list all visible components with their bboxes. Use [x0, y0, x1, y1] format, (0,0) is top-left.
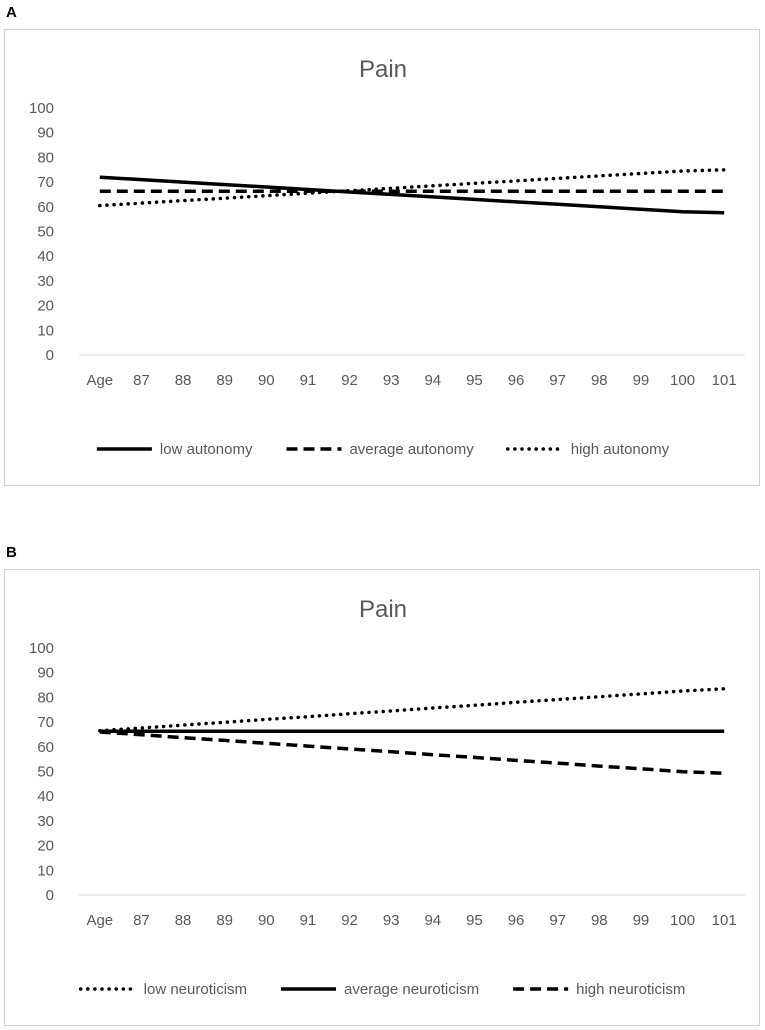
x-tick-label: 99 — [633, 912, 650, 929]
x-tick-label: 93 — [383, 912, 400, 929]
x-tick-label: 90 — [258, 912, 275, 929]
x-tick-label: 87 — [133, 372, 150, 389]
y-tick-label: 30 — [37, 273, 54, 290]
x-tick-label: 100 — [670, 912, 695, 929]
y-tick-label: 100 — [29, 640, 54, 657]
x-tick-label: 96 — [508, 372, 525, 389]
y-tick-label: 40 — [37, 248, 54, 265]
x-tick-label: 99 — [633, 372, 650, 389]
x-tick-label: 90 — [258, 372, 275, 389]
y-tick-label: 100 — [29, 100, 54, 117]
y-tick-label: 80 — [37, 689, 54, 706]
y-tick-label: 90 — [37, 665, 54, 682]
y-tick-label: 50 — [37, 224, 54, 241]
x-tick-label: 92 — [341, 372, 358, 389]
panel-label-b: B — [6, 544, 17, 561]
panel-label-a: A — [6, 4, 17, 21]
x-tick-label: 88 — [175, 912, 192, 929]
chart-title: Pain — [359, 596, 407, 623]
x-tick-label: 89 — [216, 912, 233, 929]
x-tick-label: 94 — [424, 912, 441, 929]
y-tick-label: 50 — [37, 764, 54, 781]
x-tick-label: 89 — [216, 372, 233, 389]
x-tick-label: 88 — [175, 372, 192, 389]
x-tick-label: 96 — [508, 912, 525, 929]
series-line-high-neuroticism — [99, 730, 725, 775]
y-tick-label: 70 — [37, 714, 54, 731]
chart-panel-b: Pain 0 10 20 30 40 50 60 70 80 90 100 Age 87 88 89 90 91 9… — [4, 569, 760, 1026]
y-tick-label: 0 — [46, 347, 54, 364]
y-tick-label: 10 — [37, 322, 54, 339]
x-tick-label: 91 — [300, 372, 317, 389]
x-tick-label: 95 — [466, 912, 483, 929]
y-tick-label: 60 — [37, 199, 54, 216]
series-line-low-neuroticism — [98, 687, 726, 733]
y-tick-label: 20 — [37, 298, 54, 315]
x-tick-label: 92 — [341, 912, 358, 929]
series-line-high-autonomy — [98, 168, 726, 208]
legend-label: high neuroticism — [576, 981, 685, 998]
x-tick-label: 101 — [712, 912, 737, 929]
chart-b-svg: Pain 0 10 20 30 40 50 60 70 80 90 100 Age 87 88 89 90 91 9… — [29, 596, 745, 998]
y-tick-label: 90 — [37, 125, 54, 142]
x-tick-label: 91 — [300, 912, 317, 929]
x-tick-label: Age — [86, 372, 113, 389]
y-tick-label: 20 — [37, 838, 54, 855]
chart-a-svg: Pain 0 10 20 30 40 50 60 70 80 90 100 Age 87 88 89 90 91 9… — [29, 56, 745, 458]
x-tick-label: 87 — [133, 912, 150, 929]
x-tick-label: 98 — [591, 912, 608, 929]
legend-label: average neuroticism — [344, 981, 479, 998]
y-tick-label: 40 — [37, 788, 54, 805]
x-tick-label: 95 — [466, 372, 483, 389]
x-tick-label: Age — [86, 912, 113, 929]
y-tick-label: 0 — [46, 887, 54, 904]
y-tick-label: 70 — [37, 174, 54, 191]
legend-label: low neuroticism — [144, 981, 247, 998]
x-tick-label: 101 — [712, 372, 737, 389]
y-tick-label: 60 — [37, 739, 54, 756]
x-tick-label: 94 — [424, 372, 441, 389]
series-line-low-autonomy — [99, 175, 725, 215]
chart-panel-a: Pain 0 10 20 30 40 50 60 70 80 90 100 Age 87 88 89 90 91 9… — [4, 29, 760, 486]
x-tick-label: 97 — [549, 372, 566, 389]
x-tick-label: 93 — [383, 372, 400, 389]
x-tick-label: 97 — [549, 912, 566, 929]
x-tick-label: 98 — [591, 372, 608, 389]
legend-label: high autonomy — [571, 441, 670, 458]
legend-label: average autonomy — [349, 441, 474, 458]
x-tick-label: 100 — [670, 372, 695, 389]
y-tick-label: 10 — [37, 862, 54, 879]
y-tick-label: 80 — [37, 149, 54, 166]
legend-label: low autonomy — [160, 441, 253, 458]
chart-title: Pain — [359, 56, 407, 83]
y-tick-label: 30 — [37, 813, 54, 830]
